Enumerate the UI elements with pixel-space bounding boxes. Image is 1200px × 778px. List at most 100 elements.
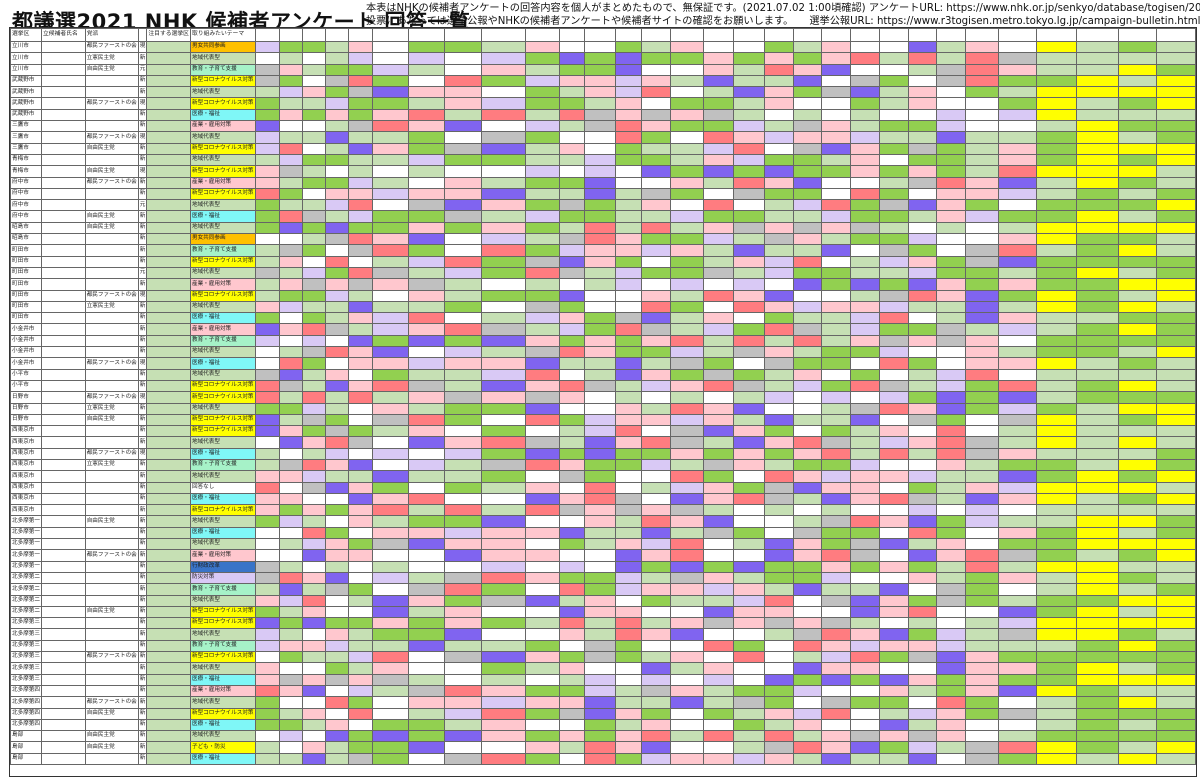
table-cell	[965, 74, 999, 88]
table-cell	[850, 470, 880, 483]
table-cell	[641, 391, 672, 404]
table-cell	[1156, 402, 1196, 415]
table-cell: 北多摩第四	[10, 696, 42, 709]
table-cell	[1035, 741, 1078, 754]
table-cell	[878, 187, 909, 201]
table-cell	[407, 730, 446, 743]
table-cell: 町田市	[10, 289, 42, 302]
table-cell	[371, 233, 409, 246]
table-cell	[997, 199, 1037, 212]
table-cell	[348, 346, 373, 359]
table-cell	[878, 108, 909, 122]
table-cell	[1118, 357, 1158, 370]
table-cell	[1118, 176, 1158, 189]
table-cell	[302, 594, 327, 607]
table-cell	[702, 628, 735, 641]
table-cell: 都民ファーストの会	[84, 289, 139, 302]
table-cell	[1156, 447, 1196, 460]
table-cell	[348, 52, 373, 65]
table-cell	[850, 741, 880, 754]
table-cell	[254, 346, 281, 359]
table-cell	[907, 74, 938, 88]
table-cell	[325, 538, 350, 551]
table-cell	[524, 447, 561, 460]
table-cell	[559, 74, 585, 88]
table-cell	[1076, 266, 1120, 280]
table-cell	[702, 368, 735, 381]
table-cell	[641, 255, 672, 268]
table-cell	[702, 63, 735, 76]
table-cell: 北多摩第四	[10, 718, 42, 732]
table-cell	[146, 458, 191, 472]
table-cell	[254, 255, 281, 268]
table-cell	[907, 560, 938, 573]
table-cell	[763, 605, 794, 619]
table-cell	[325, 142, 350, 155]
table-cell	[702, 526, 735, 540]
table-cell	[1156, 142, 1196, 155]
table-cell	[821, 368, 852, 381]
table-cell	[371, 526, 409, 540]
table-cell	[997, 538, 1037, 551]
table-cell	[407, 244, 446, 257]
table-cell	[614, 402, 643, 415]
table-cell	[480, 52, 526, 65]
table-cell	[1076, 605, 1120, 619]
table-cell	[371, 266, 409, 280]
table-cell	[583, 425, 616, 438]
table-cell: 新	[137, 74, 148, 88]
table-cell	[524, 571, 561, 585]
table-cell	[1118, 492, 1158, 506]
table-cell	[733, 199, 765, 212]
table-cell	[40, 741, 86, 754]
table-cell	[583, 108, 616, 122]
table-cell: 青梅市	[10, 165, 42, 178]
table-cell	[583, 481, 616, 494]
table-cell	[965, 707, 999, 720]
table-cell	[1118, 300, 1158, 314]
table-cell	[850, 108, 880, 122]
table-cell	[1076, 707, 1120, 720]
table-cell	[1035, 165, 1078, 178]
table-cell: 現	[137, 447, 148, 460]
table-cell	[1118, 594, 1158, 607]
table-cell	[670, 165, 704, 178]
table-cell	[821, 628, 852, 641]
table-cell	[146, 470, 191, 483]
table-cell	[146, 199, 191, 212]
table-cell	[614, 413, 643, 427]
table-row: 町田市新新型コロナウイルス対策	[10, 255, 1196, 268]
table-cell	[371, 74, 409, 88]
table-cell	[583, 571, 616, 585]
table-cell	[1076, 741, 1120, 754]
table-cell	[559, 560, 585, 573]
table-cell	[936, 357, 967, 370]
table-cell	[325, 718, 350, 732]
table-cell	[348, 617, 373, 630]
table-cell	[348, 526, 373, 540]
table-cell	[559, 402, 585, 415]
table-cell	[733, 74, 765, 88]
table-cell	[583, 379, 616, 393]
table-cell	[480, 210, 526, 223]
table-cell	[583, 233, 616, 246]
table-cell	[325, 131, 350, 144]
table-cell	[763, 86, 794, 99]
table-cell	[614, 481, 643, 494]
table-cell: 男女共同参画	[189, 233, 256, 246]
table-cell	[821, 470, 852, 483]
table-cell	[763, 40, 794, 54]
table-cell	[821, 357, 852, 370]
table-cell	[583, 515, 616, 528]
table-cell	[1156, 628, 1196, 641]
table-cell	[641, 504, 672, 517]
table-cell	[302, 266, 327, 280]
table-cell	[371, 357, 409, 370]
table-cell	[763, 153, 794, 167]
table-cell	[302, 86, 327, 99]
table-cell	[878, 379, 909, 393]
table-cell	[1035, 334, 1078, 348]
table-cell	[1118, 628, 1158, 641]
table-row: 府中市 自由民主党新医療・福祉	[10, 210, 1196, 223]
table-cell	[907, 278, 938, 291]
